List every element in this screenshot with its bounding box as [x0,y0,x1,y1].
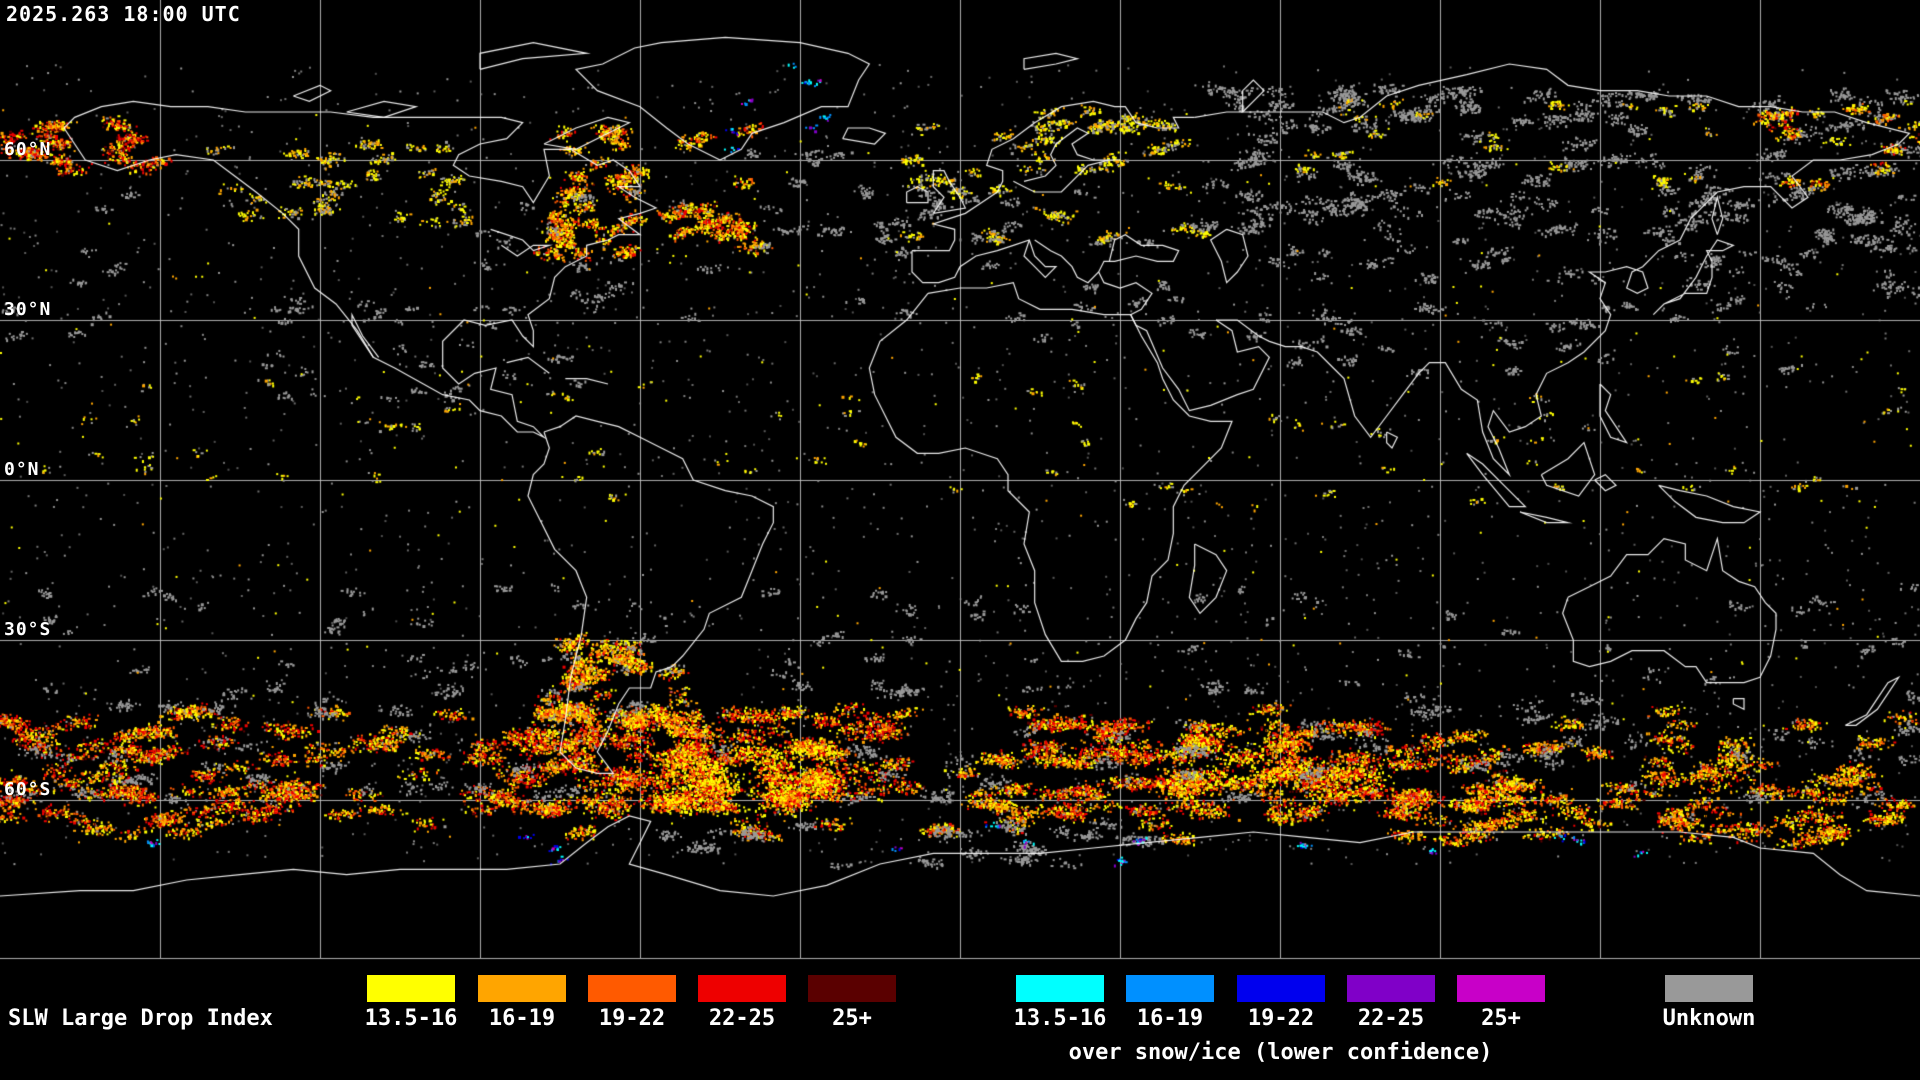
legend-swatch-snowice-2 [1126,975,1214,1002]
legend-label-main-4: 22-25 [708,1006,776,1031]
legend-snowice-caption: over snow/ice (lower confidence) [1068,1040,1493,1065]
legend-swatch-main-5 [808,975,896,1002]
legend-title: SLW Large Drop Index [8,1006,273,1031]
legend-label-snowice-4: 22-25 [1357,1006,1425,1031]
legend-swatch-unknown [1665,975,1753,1002]
legend-swatch-snowice-3 [1237,975,1325,1002]
legend-label-snowice-1: 13.5-16 [1013,1006,1107,1031]
legend-label-main-5: 25+ [832,1006,872,1031]
legend-label-snowice-2: 16-19 [1136,1006,1204,1031]
latitude-label: 30°S [4,619,52,640]
legend-swatch-main-1 [367,975,455,1002]
legend-swatch-main-3 [588,975,676,1002]
legend: SLW Large Drop Index 13.5-16 16-19 19-22… [0,960,1920,1080]
legend-swatch-snowice-4 [1347,975,1435,1002]
latitude-label: 60°S [4,779,52,800]
latitude-label: 60°N [4,139,52,160]
legend-swatch-main-2 [478,975,566,1002]
legend-swatch-main-4 [698,975,786,1002]
legend-swatch-snowice-5 [1457,975,1545,1002]
legend-label-main-3: 19-22 [598,1006,666,1031]
latitude-label: 30°N [4,299,52,320]
legend-label-main-2: 16-19 [488,1006,556,1031]
legend-label-snowice-5: 25+ [1481,1006,1521,1031]
legend-label-main-1: 13.5-16 [364,1006,458,1031]
world-map-canvas [0,0,1920,960]
legend-swatch-snowice-1 [1016,975,1104,1002]
latitude-label: 0°N [4,459,40,480]
timestamp-label: 2025.263 18:00 UTC [6,2,241,26]
legend-label-unknown: Unknown [1662,1006,1756,1031]
legend-label-snowice-3: 19-22 [1247,1006,1315,1031]
